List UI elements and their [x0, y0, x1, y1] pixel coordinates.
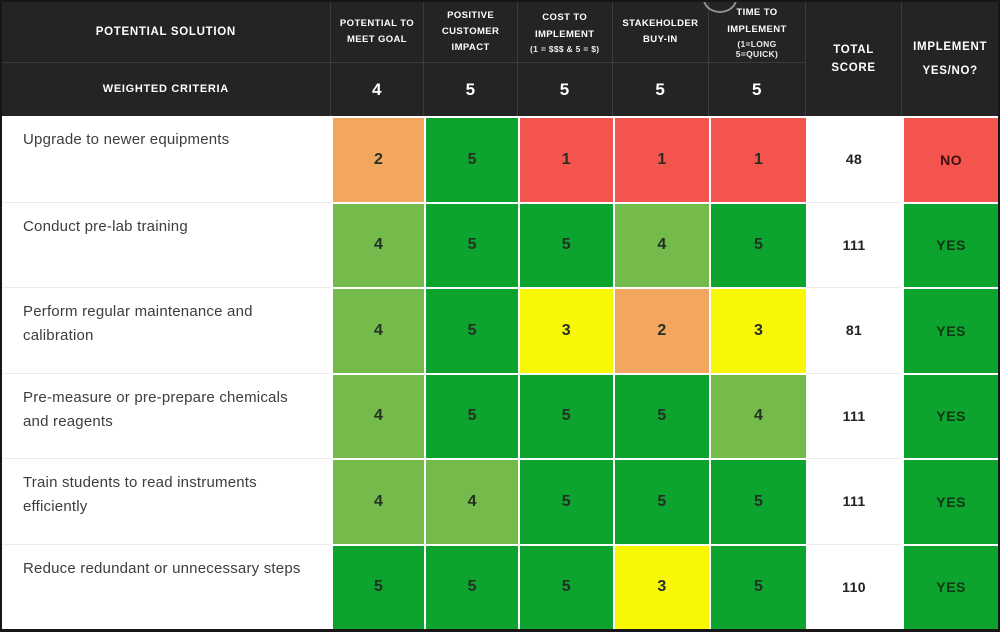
header-criterion-positive-customer-impact: POSITIVE CUSTOMER IMPACT — [424, 2, 518, 63]
score-cell: 4 — [709, 372, 806, 458]
weight-value: 5 — [655, 79, 666, 99]
score-cell: 2 — [612, 287, 710, 373]
score-cell: 5 — [424, 543, 518, 629]
score-cell: 5 — [517, 543, 613, 629]
criterion-note: (1=LONG 5=QUICK) — [735, 38, 779, 59]
header-weighted-criteria-label: WEIGHTED CRITERIA — [102, 82, 229, 95]
header-criterion-stakeholder-buy-in: STAKEHOLDER BUY-IN — [612, 2, 710, 63]
weight-cell-cost-to-implement: 5 — [517, 63, 613, 116]
weight-cell-stakeholder-buy-in: 5 — [612, 63, 710, 116]
weight-value: 5 — [465, 79, 476, 99]
solution-label: Conduct pre-lab training — [2, 201, 331, 287]
header-weighted-criteria: WEIGHTED CRITERIA — [2, 63, 331, 116]
total-score-cell: 81 — [805, 287, 903, 373]
score-cell: 4 — [330, 201, 425, 287]
total-score-cell: 111 — [805, 201, 903, 287]
weight-value: 5 — [559, 79, 570, 99]
score-cell: 5 — [424, 201, 518, 287]
total-score-cell: 110 — [805, 543, 903, 629]
weight-cell-positive-customer-impact: 5 — [424, 63, 518, 116]
solution-label: Pre-measure or pre-prepare chemicals and… — [2, 372, 331, 458]
score-cell: 5 — [424, 372, 518, 458]
score-cell: 5 — [709, 543, 806, 629]
header-total-score: TOTAL SCORE — [805, 2, 903, 116]
score-cell: 5 — [330, 543, 425, 629]
decision-cell: NO — [902, 116, 998, 202]
score-cell: 3 — [709, 287, 806, 373]
score-cell: 5 — [424, 116, 518, 202]
score-cell: 5 — [424, 287, 518, 373]
solution-label: Perform regular maintenance and calibrat… — [2, 287, 331, 373]
weight-value: 4 — [372, 79, 382, 99]
criterion-label: POSITIVE CUSTOMER IMPACT — [441, 9, 500, 54]
decision-cell: YES — [902, 458, 998, 544]
solution-label: Reduce redundant or unnecessary steps — [2, 543, 331, 629]
score-cell: 4 — [612, 201, 710, 287]
score-cell: 1 — [612, 116, 710, 202]
solution-label: Upgrade to newer equipments — [2, 116, 331, 202]
criterion-note: (1 = $$$ & 5 = $) — [530, 43, 600, 54]
criterion-label: STAKEHOLDER BUY-IN — [622, 17, 699, 45]
score-cell: 5 — [709, 458, 806, 544]
score-cell: 3 — [517, 287, 613, 373]
score-cell: 5 — [612, 372, 710, 458]
total-score-cell: 111 — [805, 458, 903, 544]
score-cell: 5 — [517, 458, 613, 544]
criterion-label: COST TO IMPLEMENT — [534, 12, 595, 40]
score-cell: 4 — [330, 458, 425, 544]
criterion-label: POTENTIAL TO MEET GOAL — [339, 17, 415, 45]
score-cell: 4 — [330, 372, 425, 458]
header-potential-solution-label: POTENTIAL SOLUTION — [95, 25, 236, 38]
header-implement-label: IMPLEMENT YES/NO? — [913, 40, 988, 77]
score-cell: 4 — [330, 287, 425, 373]
header-potential-solution: POTENTIAL SOLUTION — [2, 2, 331, 63]
score-cell: 5 — [517, 372, 613, 458]
score-cell: 1 — [517, 116, 613, 202]
decision-cell: YES — [902, 287, 998, 373]
weight-value: 5 — [751, 79, 762, 99]
criterion-label: TIME TO IMPLEMENT — [727, 7, 787, 35]
score-cell: 2 — [330, 116, 425, 202]
header-criterion-time-to-implement: TIME TO IMPLEMENT (1=LONG 5=QUICK) — [709, 2, 806, 63]
decision-cell: YES — [902, 201, 998, 287]
weight-cell-potential-to-meet-goal: 4 — [330, 63, 425, 116]
header-total-score-label: TOTAL SCORE — [831, 43, 876, 74]
total-score-cell: 48 — [805, 116, 903, 202]
decision-cell: YES — [902, 543, 998, 629]
score-cell: 5 — [612, 458, 710, 544]
header-criterion-cost-to-implement: COST TO IMPLEMENT (1 = $$$ & 5 = $) — [517, 2, 613, 63]
score-cell: 5 — [709, 201, 806, 287]
score-cell: 3 — [612, 543, 710, 629]
decision-cell: YES — [902, 372, 998, 458]
score-cell: 1 — [709, 116, 806, 202]
header-implement: IMPLEMENT YES/NO? — [902, 2, 998, 116]
solution-label: Train students to read instruments effic… — [2, 458, 331, 544]
score-cell: 5 — [517, 201, 613, 287]
header-criterion-potential-to-meet-goal: POTENTIAL TO MEET GOAL — [330, 2, 425, 63]
weight-cell-time-to-implement: 5 — [709, 63, 806, 116]
total-score-cell: 111 — [805, 372, 903, 458]
score-cell: 4 — [424, 458, 518, 544]
